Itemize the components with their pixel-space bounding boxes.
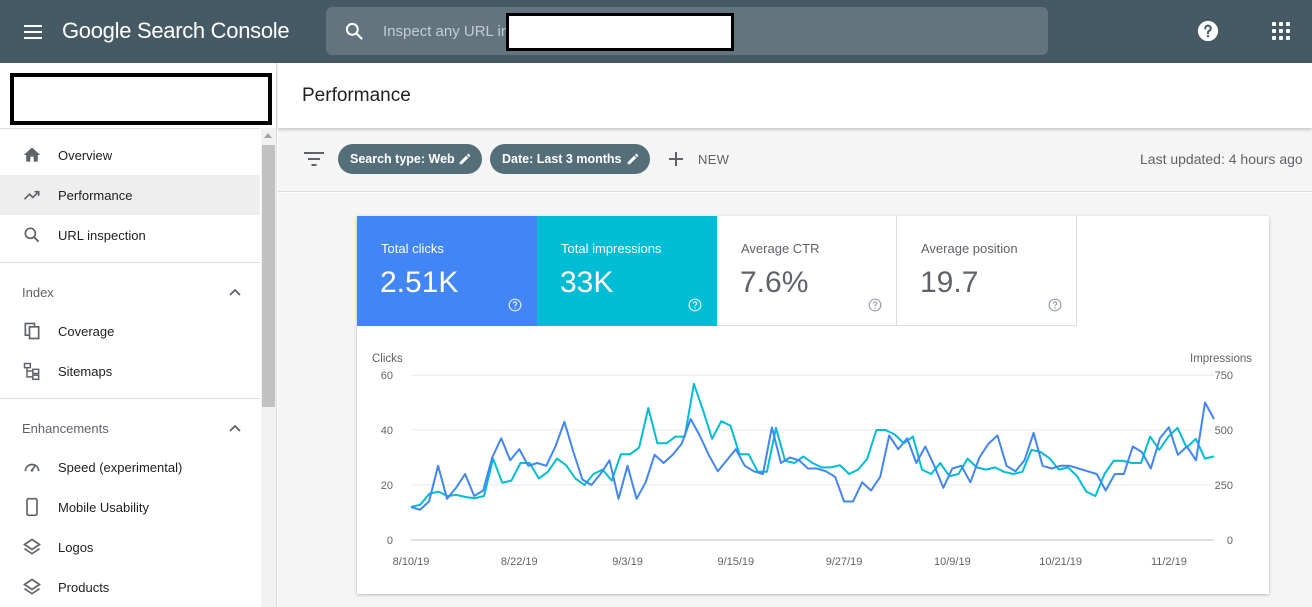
sidebar-item-products[interactable]: Products bbox=[0, 567, 260, 607]
pencil-icon bbox=[459, 153, 471, 165]
top-app-bar: Google Search Console bbox=[0, 0, 1312, 63]
hamburger-menu-icon[interactable] bbox=[22, 21, 46, 43]
performance-card: Total clicks 2.51K Total impressions 33K… bbox=[357, 216, 1269, 594]
redacted-property-selector[interactable] bbox=[10, 73, 272, 125]
help-outline-icon[interactable] bbox=[688, 298, 702, 312]
series-line-impressions bbox=[410, 382, 1215, 508]
chevron-up-icon[interactable] bbox=[228, 287, 242, 297]
sidebar-item-logos[interactable]: Logos bbox=[0, 527, 260, 567]
home-icon bbox=[23, 147, 41, 162]
sidebar-item-label: Overview bbox=[58, 147, 113, 163]
search-icon bbox=[24, 227, 40, 243]
sidebar-item-coverage[interactable]: Coverage bbox=[0, 311, 260, 351]
chip-label: Search type: Web bbox=[350, 152, 455, 166]
date-range-chip[interactable]: Date: Last 3 months bbox=[490, 144, 650, 174]
layers-icon bbox=[22, 538, 42, 555]
chevron-up-icon[interactable] bbox=[228, 423, 242, 433]
metric-value: 33K bbox=[560, 266, 614, 299]
sidebar-item-label: Coverage bbox=[58, 323, 115, 339]
sidebar-item-mobile-usability[interactable]: Mobile Usability bbox=[0, 487, 260, 527]
new-filter-label: NEW bbox=[698, 151, 730, 167]
y-axis-left-tick-label: 40 bbox=[381, 425, 393, 437]
help-outline-icon[interactable] bbox=[1048, 298, 1062, 312]
filter-icon[interactable] bbox=[304, 151, 324, 167]
sidebar: Overview Performance URL inspection Inde… bbox=[0, 63, 277, 607]
y-axis-left-tick-label: 0 bbox=[387, 535, 393, 547]
x-axis-tick-label: 8/10/19 bbox=[393, 556, 430, 568]
sidebar-item-label: Performance bbox=[58, 187, 133, 203]
metric-value: 19.7 bbox=[920, 266, 979, 299]
sidebar-divider bbox=[0, 262, 260, 263]
chip-label: Date: Last 3 months bbox=[502, 152, 622, 166]
x-axis-tick-label: 9/15/19 bbox=[717, 556, 754, 568]
sidebar-item-label: Products bbox=[58, 579, 110, 595]
app-title: Google Search Console bbox=[62, 18, 290, 43]
speedometer-icon bbox=[24, 463, 40, 472]
metric-label: Total clicks bbox=[381, 241, 444, 256]
trending-up-icon bbox=[23, 190, 40, 200]
sidebar-item-label: Logos bbox=[58, 539, 94, 555]
metric-average-position[interactable]: Average position 19.7 bbox=[897, 216, 1077, 326]
sidebar-scrollbar-thumb[interactable] bbox=[262, 145, 275, 407]
sidebar-divider bbox=[0, 128, 260, 129]
help-icon[interactable] bbox=[1197, 20, 1219, 42]
sidebar-item-sitemaps[interactable]: Sitemaps bbox=[0, 351, 260, 391]
sidebar-item-speed[interactable]: Speed (experimental) bbox=[0, 447, 260, 487]
x-axis-tick-label: 8/22/19 bbox=[501, 556, 538, 568]
filter-bar: Search type: Web Date: Last 3 months NEW… bbox=[278, 128, 1312, 192]
metric-label: Average position bbox=[921, 241, 1018, 256]
help-outline-icon[interactable] bbox=[508, 298, 522, 312]
x-axis-tick-label: 11/2/19 bbox=[1151, 556, 1187, 568]
redacted-property-box bbox=[506, 13, 734, 51]
x-axis-tick-label: 9/27/19 bbox=[826, 556, 863, 568]
search-type-chip[interactable]: Search type: Web bbox=[338, 144, 482, 174]
y-axis-left-tick-label: 60 bbox=[381, 370, 393, 382]
metric-value: 7.6% bbox=[740, 266, 809, 299]
sitemap-icon bbox=[23, 362, 40, 381]
y-axis-right-tick-label: 500 bbox=[1215, 425, 1233, 437]
sidebar-item-performance[interactable]: Performance bbox=[0, 175, 260, 215]
sidebar-item-overview[interactable]: Overview bbox=[0, 135, 260, 175]
performance-chart: 0 20 40 60 0 250 500 750 Clicks Impressions 8/10/1… bbox=[372, 353, 1252, 568]
phone-icon bbox=[26, 497, 38, 517]
metric-total-clicks[interactable]: Total clicks 2.51K bbox=[357, 216, 537, 326]
layers-icon bbox=[22, 578, 42, 595]
x-axis-tick-label: 10/9/19 bbox=[934, 556, 971, 568]
copy-icon bbox=[24, 322, 40, 340]
pencil-icon bbox=[627, 153, 639, 165]
sidebar-item-url-inspection[interactable]: URL inspection bbox=[0, 215, 260, 255]
sidebar-item-label: URL inspection bbox=[58, 227, 146, 243]
x-axis-tick-label: 10/21/19 bbox=[1039, 556, 1082, 568]
y-axis-right-tick-label: 250 bbox=[1215, 480, 1233, 492]
new-filter-button[interactable]: NEW bbox=[668, 148, 729, 170]
metric-value: 2.51K bbox=[380, 266, 459, 299]
section-heading-enhancements: Enhancements bbox=[22, 421, 109, 436]
scroll-up-arrow-icon[interactable] bbox=[264, 133, 272, 138]
sidebar-item-label: Mobile Usability bbox=[58, 499, 150, 515]
apps-grid-icon[interactable] bbox=[1272, 22, 1290, 40]
metric-average-ctr[interactable]: Average CTR 7.6% bbox=[717, 216, 897, 326]
metric-label: Average CTR bbox=[741, 241, 820, 256]
series-line-clicks bbox=[410, 401, 1215, 511]
sidebar-item-label: Speed (experimental) bbox=[58, 459, 183, 475]
metric-total-impressions[interactable]: Total impressions 33K bbox=[537, 216, 717, 326]
x-axis-tick-label: 9/3/19 bbox=[612, 556, 643, 568]
y-axis-right-label: Impressions bbox=[1190, 353, 1252, 365]
page-header: Performance bbox=[278, 63, 1312, 128]
y-axis-left-tick-label: 20 bbox=[381, 480, 393, 492]
sidebar-item-label: Sitemaps bbox=[58, 363, 113, 379]
sidebar-divider bbox=[0, 398, 260, 399]
y-axis-right-tick-label: 750 bbox=[1215, 370, 1233, 382]
last-updated-text: Last updated: 4 hours ago bbox=[1140, 151, 1303, 167]
page-title: Performance bbox=[302, 85, 411, 106]
metric-label: Total impressions bbox=[561, 241, 662, 256]
search-icon[interactable] bbox=[344, 21, 364, 41]
section-heading-index: Index bbox=[22, 285, 54, 300]
y-axis-left-label: Clicks bbox=[372, 353, 403, 365]
help-outline-icon[interactable] bbox=[868, 298, 882, 312]
y-axis-right-tick-label: 0 bbox=[1227, 535, 1233, 547]
plus-icon bbox=[669, 152, 683, 166]
